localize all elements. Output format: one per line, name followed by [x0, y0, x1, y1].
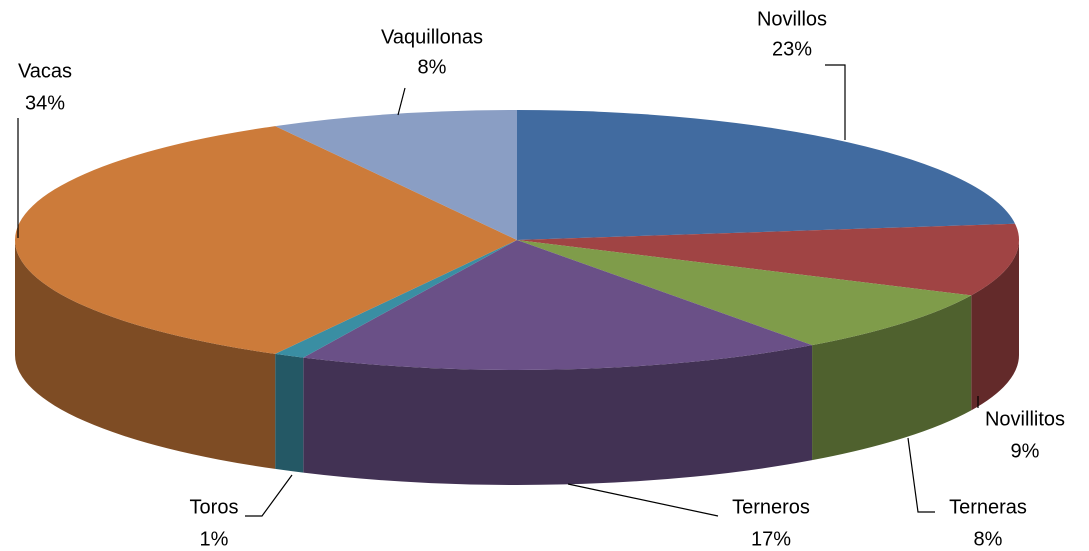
slice: [275, 240, 517, 358]
slice: [275, 110, 517, 240]
slice: [517, 223, 1019, 296]
slice: [517, 240, 972, 346]
category-label: Vacas: [18, 60, 72, 82]
value-label: 8%: [974, 528, 1003, 550]
category-label: Terneras: [949, 496, 1027, 518]
leader-line: [397, 87, 406, 116]
slice-side: [971, 240, 1019, 411]
leader-line: [825, 64, 846, 140]
leader-line: [245, 474, 293, 517]
slice: [303, 240, 813, 370]
slice-side: [812, 295, 972, 461]
value-label: 23%: [772, 38, 812, 60]
slice: [15, 126, 517, 354]
category-label: Novillos: [757, 8, 827, 30]
value-label: 17%: [751, 528, 791, 550]
value-label: 34%: [25, 92, 65, 114]
slice-side: [15, 240, 276, 469]
value-label: 1%: [200, 528, 229, 550]
value-label: 9%: [1011, 440, 1040, 462]
slice-side: [303, 345, 813, 485]
slice: [517, 110, 1016, 240]
leader-line: [567, 483, 719, 517]
slice-side: [275, 353, 304, 473]
leader-line: [907, 437, 935, 513]
value-label: 8%: [418, 56, 447, 78]
category-label: Novillitos: [985, 408, 1065, 430]
category-label: Vaquillonas: [381, 26, 483, 48]
category-label: Terneros: [732, 496, 810, 518]
category-label: Toros: [190, 496, 239, 518]
